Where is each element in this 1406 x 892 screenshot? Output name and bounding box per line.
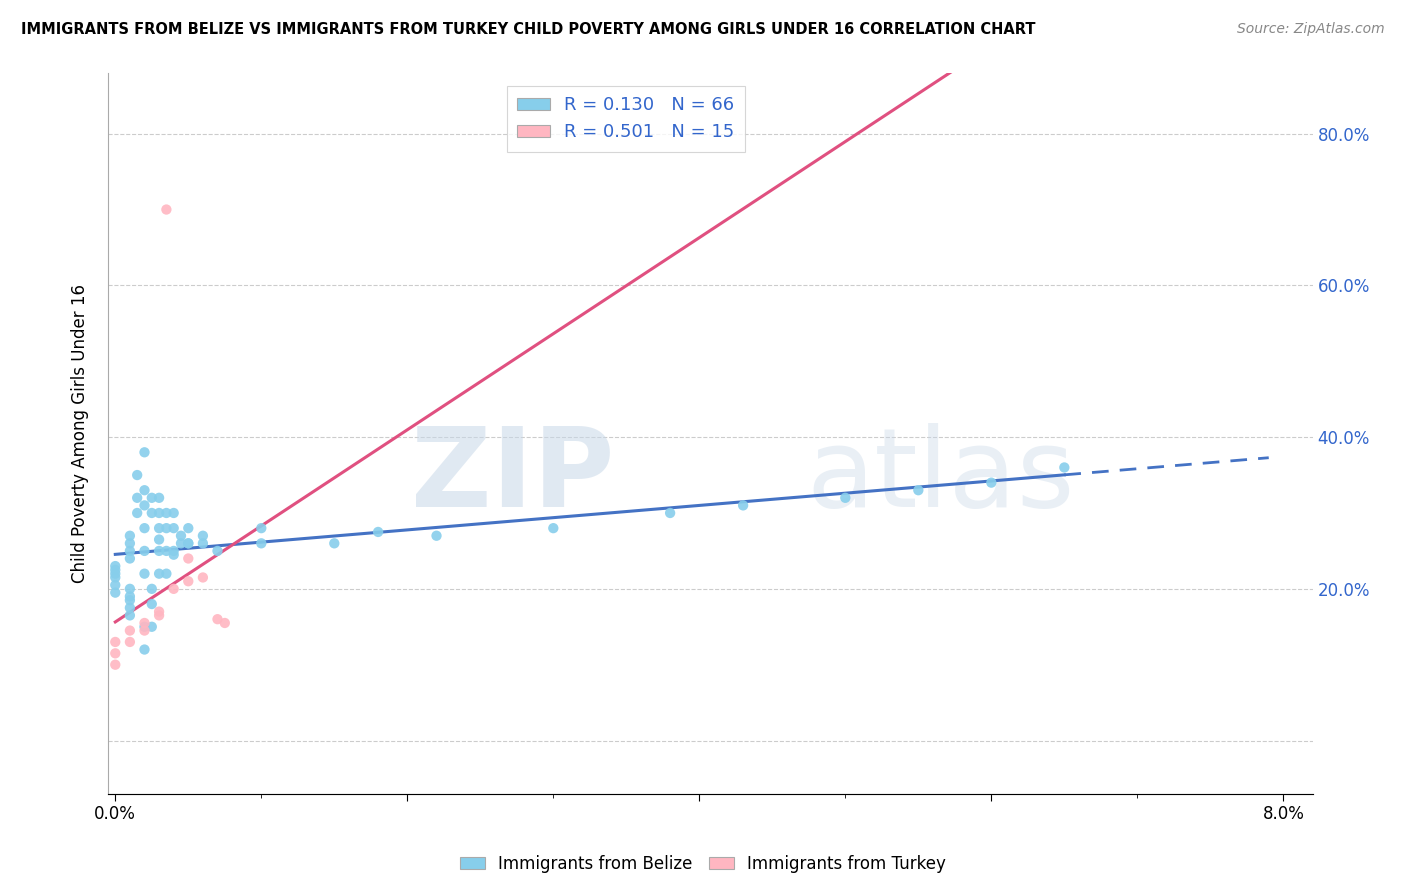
Point (155, 202, 177, 217)
Point (148, 566, 170, 581)
Point (148, 491, 170, 505)
Point (250, 536, 273, 550)
Point (250, 521, 273, 535)
Point (148, 521, 170, 535)
Point (118, 608, 141, 623)
Point (214, 615, 236, 630)
Point (118, 590, 141, 604)
Point (148, 608, 170, 623)
Point (907, 483, 929, 498)
Point (543, 521, 565, 535)
Point (118, 600, 141, 615)
Text: Source: ZipAtlas.com: Source: ZipAtlas.com (1237, 22, 1385, 37)
Point (177, 521, 200, 535)
Point (170, 536, 193, 550)
Point (155, 521, 177, 535)
Point (141, 620, 163, 634)
Point (141, 506, 163, 520)
Point (134, 521, 156, 535)
Point (104, 657, 127, 672)
Legend: R = 0.130   N = 66, R = 0.501   N = 15: R = 0.130 N = 66, R = 0.501 N = 15 (506, 86, 745, 153)
Point (163, 582, 186, 596)
Point (141, 582, 163, 596)
Point (170, 529, 193, 543)
Point (148, 506, 170, 520)
Point (148, 605, 170, 619)
Point (191, 570, 214, 584)
Point (104, 570, 127, 584)
Point (191, 536, 214, 550)
Point (163, 506, 186, 520)
Point (104, 646, 127, 660)
Point (104, 635, 127, 649)
Point (207, 544, 229, 558)
Point (118, 582, 141, 596)
Point (155, 506, 177, 520)
Point (834, 491, 856, 505)
Point (148, 544, 170, 558)
Point (177, 574, 200, 589)
Text: ZIP: ZIP (411, 423, 614, 530)
Point (659, 506, 682, 520)
Point (155, 566, 177, 581)
Point (118, 593, 141, 607)
Point (104, 559, 127, 574)
Point (118, 551, 141, 566)
Point (141, 597, 163, 611)
Point (733, 499, 755, 513)
Point (118, 536, 141, 550)
Point (104, 578, 127, 592)
Point (134, 544, 156, 558)
Point (134, 642, 156, 657)
Point (104, 585, 127, 599)
Legend: Immigrants from Belize, Immigrants from Turkey: Immigrants from Belize, Immigrants from … (453, 848, 953, 880)
Text: atlas: atlas (807, 423, 1076, 530)
Point (191, 529, 214, 543)
Point (134, 499, 156, 513)
Point (118, 544, 141, 558)
Point (134, 620, 156, 634)
Point (127, 506, 149, 520)
Point (177, 551, 200, 566)
Point (134, 615, 156, 630)
Point (980, 475, 1002, 490)
Point (134, 566, 156, 581)
Point (118, 624, 141, 638)
Point (127, 468, 149, 483)
Point (1053, 460, 1076, 475)
Point (104, 563, 127, 577)
Y-axis label: Child Poverty Among Girls Under 16: Child Poverty Among Girls Under 16 (72, 284, 89, 582)
Point (148, 533, 170, 547)
Point (134, 483, 156, 498)
Point (177, 536, 200, 550)
Point (118, 635, 141, 649)
Point (127, 491, 149, 505)
Point (118, 529, 141, 543)
Point (134, 445, 156, 459)
Point (163, 521, 186, 535)
Point (155, 544, 177, 558)
Point (367, 524, 389, 539)
Point (323, 536, 346, 550)
Point (207, 612, 229, 626)
Text: IMMIGRANTS FROM BELIZE VS IMMIGRANTS FROM TURKEY CHILD POVERTY AMONG GIRLS UNDER: IMMIGRANTS FROM BELIZE VS IMMIGRANTS FRO… (21, 22, 1036, 37)
Point (163, 544, 186, 558)
Point (141, 491, 163, 505)
Point (425, 529, 447, 543)
Point (134, 624, 156, 638)
Point (104, 566, 127, 581)
Point (163, 548, 186, 562)
Point (177, 536, 200, 550)
